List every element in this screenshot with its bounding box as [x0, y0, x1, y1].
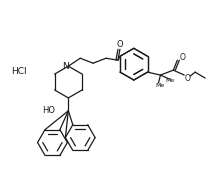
- Text: Me: Me: [166, 78, 175, 83]
- Text: N: N: [62, 62, 69, 71]
- Text: HO: HO: [42, 106, 55, 115]
- Text: O: O: [117, 40, 123, 49]
- Text: O: O: [184, 74, 190, 83]
- Text: HCl: HCl: [11, 67, 27, 76]
- Text: Me: Me: [156, 83, 165, 88]
- Text: O: O: [179, 53, 185, 62]
